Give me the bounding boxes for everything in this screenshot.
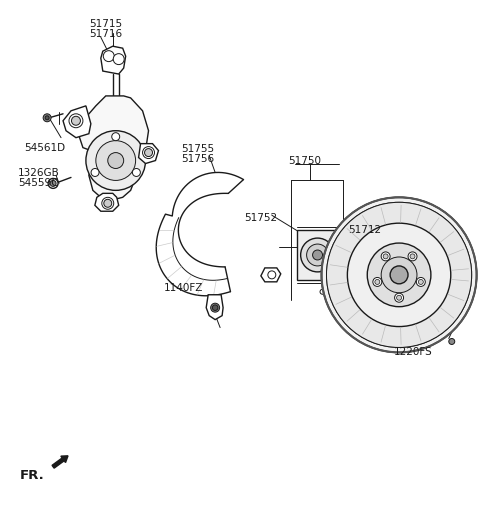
Circle shape <box>416 277 425 286</box>
Circle shape <box>211 303 220 312</box>
Circle shape <box>143 146 155 159</box>
Text: 51755: 51755 <box>181 143 215 154</box>
Circle shape <box>50 180 56 186</box>
Circle shape <box>396 295 402 300</box>
Text: 51752: 51752 <box>244 213 277 223</box>
Text: 1326GB: 1326GB <box>18 169 60 178</box>
Text: 51712: 51712 <box>348 225 382 235</box>
Circle shape <box>102 197 114 209</box>
Circle shape <box>367 243 431 307</box>
Circle shape <box>212 305 218 311</box>
Circle shape <box>373 277 382 286</box>
Text: 51750: 51750 <box>288 156 321 166</box>
Circle shape <box>300 238 335 272</box>
Text: 51715: 51715 <box>89 19 122 29</box>
Bar <box>297 230 338 280</box>
Text: 51716: 51716 <box>89 29 122 39</box>
Text: 54561D: 54561D <box>24 142 65 153</box>
Polygon shape <box>63 106 91 138</box>
Polygon shape <box>95 193 119 211</box>
Text: 1140FZ: 1140FZ <box>164 283 203 293</box>
FancyArrow shape <box>52 456 68 468</box>
Circle shape <box>132 169 140 176</box>
Circle shape <box>103 50 114 62</box>
Circle shape <box>326 203 472 347</box>
Circle shape <box>410 254 415 259</box>
Circle shape <box>268 271 276 279</box>
Circle shape <box>45 116 49 120</box>
Polygon shape <box>206 295 223 320</box>
Circle shape <box>104 199 112 207</box>
Circle shape <box>48 178 58 188</box>
Circle shape <box>72 116 81 125</box>
Circle shape <box>96 141 136 180</box>
Circle shape <box>383 254 388 259</box>
Circle shape <box>86 131 145 190</box>
Circle shape <box>449 338 455 344</box>
Circle shape <box>307 244 328 266</box>
Polygon shape <box>79 96 148 200</box>
Circle shape <box>419 279 423 284</box>
Circle shape <box>91 169 99 176</box>
Circle shape <box>390 266 408 284</box>
Circle shape <box>320 289 325 294</box>
Circle shape <box>348 223 451 327</box>
Circle shape <box>395 293 404 302</box>
Circle shape <box>381 252 390 261</box>
Text: FR.: FR. <box>19 469 44 482</box>
Circle shape <box>144 148 153 157</box>
Circle shape <box>322 197 477 352</box>
Circle shape <box>43 114 51 122</box>
Circle shape <box>112 133 120 141</box>
Polygon shape <box>139 143 158 164</box>
Text: 54559C: 54559C <box>18 178 59 188</box>
Polygon shape <box>261 268 281 282</box>
Polygon shape <box>101 46 126 74</box>
Text: 1220FS: 1220FS <box>394 347 433 358</box>
Circle shape <box>69 114 83 128</box>
Circle shape <box>108 153 124 169</box>
Circle shape <box>408 252 417 261</box>
Circle shape <box>375 279 380 284</box>
Circle shape <box>312 250 323 260</box>
Circle shape <box>113 54 124 65</box>
Circle shape <box>381 257 417 293</box>
Circle shape <box>326 203 472 347</box>
Text: 51756: 51756 <box>181 154 215 164</box>
